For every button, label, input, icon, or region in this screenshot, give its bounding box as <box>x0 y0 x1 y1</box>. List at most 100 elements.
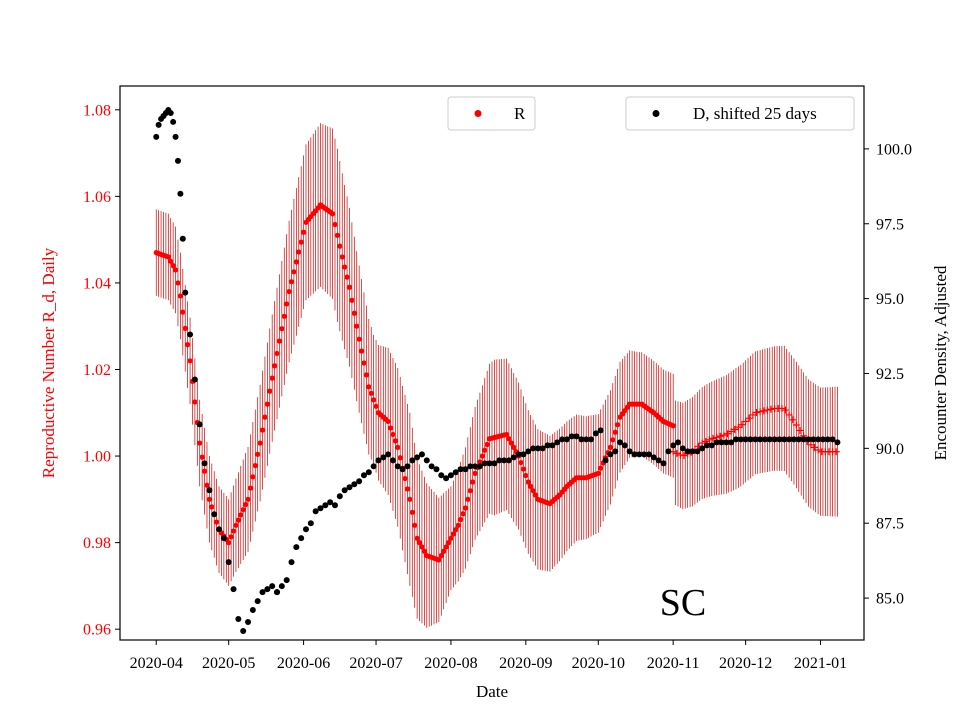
d-point <box>240 628 247 635</box>
d-point <box>191 376 198 383</box>
d-point <box>703 442 710 449</box>
y-left-tick-label: 1.02 <box>83 362 111 379</box>
d-point <box>578 436 585 443</box>
d-point <box>621 442 628 449</box>
r-point <box>185 342 191 348</box>
r-point <box>523 472 529 479</box>
d-point <box>476 463 483 470</box>
d-point <box>588 436 595 443</box>
d-point <box>167 109 174 116</box>
d-point <box>288 559 295 566</box>
d-point <box>486 460 493 467</box>
d-point <box>182 289 189 296</box>
legend-d: D, shifted 25 days <box>625 96 855 131</box>
d-point <box>800 436 807 443</box>
legend-r-box <box>447 96 536 131</box>
legend-r: R <box>447 96 536 131</box>
x-tick-label: 2020-07 <box>349 655 402 672</box>
r-plus-point <box>738 421 746 429</box>
d-point <box>491 460 498 467</box>
d-point <box>641 451 648 458</box>
r-point <box>532 492 539 498</box>
r-point <box>267 388 273 394</box>
r-point <box>530 488 536 494</box>
d-point <box>805 436 812 443</box>
d-point <box>505 457 512 464</box>
y-right-axis-label: Encounter Density, Adjusted <box>931 265 950 460</box>
x-tick-label: 2020-06 <box>277 655 330 672</box>
r-point <box>252 462 258 469</box>
x-tick-label: 2020-10 <box>572 655 625 672</box>
r-point <box>414 535 420 541</box>
r-point <box>445 540 452 546</box>
d-point <box>462 466 469 473</box>
d-point <box>380 454 387 461</box>
r-point <box>300 229 307 235</box>
r-point <box>397 455 403 461</box>
r-point <box>284 301 290 307</box>
y-right-tick-label: 95.0 <box>876 291 904 308</box>
d-point <box>303 526 309 533</box>
d-point <box>346 484 353 491</box>
r-point <box>419 544 425 550</box>
d-point <box>254 598 261 605</box>
d-point <box>196 421 203 428</box>
r-point <box>235 517 241 523</box>
state-annotation: SC <box>660 582 706 624</box>
r-point <box>245 496 251 502</box>
d-point <box>670 442 677 449</box>
d-point <box>274 589 281 596</box>
r-point <box>361 360 367 366</box>
d-point <box>626 448 633 455</box>
d-point <box>689 448 696 455</box>
r-point <box>416 540 423 546</box>
legend-r-label: R <box>514 104 526 123</box>
x-tick-label: 2020-05 <box>202 655 255 672</box>
d-point <box>467 463 474 470</box>
r-point <box>520 466 527 472</box>
r-plus-point <box>760 407 768 415</box>
d-point <box>206 487 213 494</box>
r-point <box>329 211 336 217</box>
d-point <box>636 451 643 458</box>
r-point <box>443 544 449 550</box>
d-point <box>824 436 831 443</box>
d-point <box>447 472 454 479</box>
d-point <box>283 577 290 584</box>
y-right-axis-ticks: 85.0 87.5 90.0 92.5 95.0 97.5 100.0 <box>864 141 912 608</box>
d-point <box>728 439 735 446</box>
d-point <box>264 586 271 593</box>
d-point <box>534 445 541 452</box>
y-left-tick-label: 1.04 <box>83 275 111 292</box>
d-point <box>752 436 759 443</box>
d-point <box>631 451 638 458</box>
d-point <box>322 502 329 509</box>
d-point <box>172 133 179 140</box>
r-point <box>610 437 616 443</box>
r-point <box>279 326 285 332</box>
d-point <box>245 619 252 626</box>
r-plus-point <box>814 446 822 454</box>
r-plus-point <box>796 426 804 434</box>
d-point <box>179 235 186 242</box>
r-point <box>281 313 287 319</box>
r-plus-point <box>731 425 739 433</box>
r-point <box>293 259 299 265</box>
r-point <box>209 504 215 510</box>
y-left-axis-label: Reproductive Number R_d, Daily <box>39 247 58 478</box>
d-series-group <box>153 106 841 635</box>
d-point <box>414 454 421 461</box>
d-point <box>307 520 314 527</box>
d-point <box>723 439 730 446</box>
d-point <box>520 451 527 458</box>
r-point <box>482 447 488 453</box>
x-tick-label: 2020-11 <box>647 655 700 672</box>
y-right-tick-label: 92.5 <box>876 366 904 383</box>
d-point <box>718 439 725 446</box>
r-plus-point <box>767 405 775 413</box>
d-point <box>675 439 681 446</box>
r-point <box>204 482 210 488</box>
d-point <box>293 544 300 551</box>
r-point <box>363 372 369 378</box>
d-point <box>617 439 624 446</box>
